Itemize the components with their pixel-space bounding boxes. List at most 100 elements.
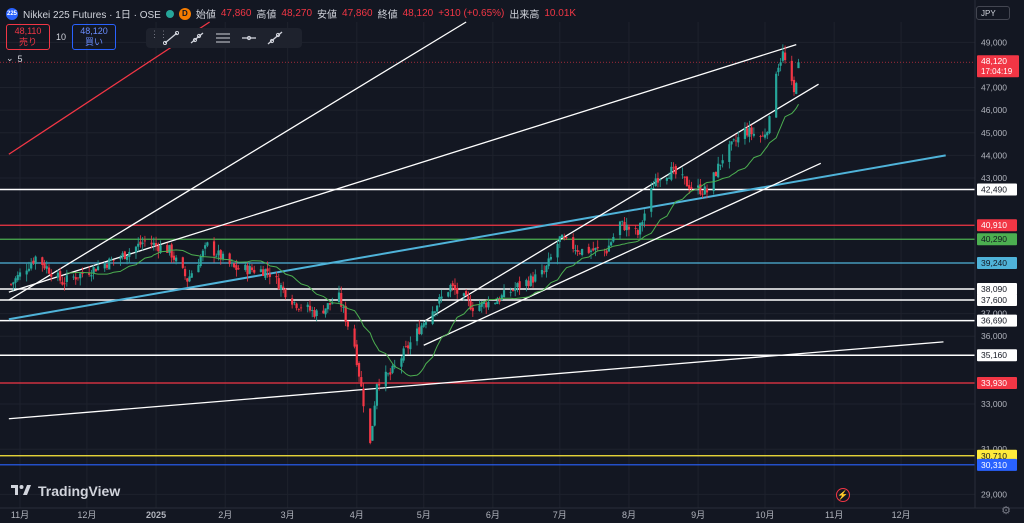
candle-body xyxy=(331,303,334,305)
candle-body xyxy=(752,133,755,136)
candle-body xyxy=(154,243,158,246)
candle-body xyxy=(516,283,519,287)
candle-body xyxy=(440,296,443,299)
candle-body xyxy=(291,298,294,305)
x-tick-label: 2025 xyxy=(146,510,166,520)
horizontal-line-tool-icon[interactable] xyxy=(238,30,260,46)
candle-body xyxy=(45,266,48,269)
price-level-tag xyxy=(977,376,1017,389)
candle-body xyxy=(157,245,160,252)
candle-body xyxy=(748,127,751,137)
indicator-count: 5 xyxy=(17,53,23,64)
trendline xyxy=(8,21,467,301)
candle-body xyxy=(324,308,327,315)
candle-body xyxy=(768,116,771,134)
candle-body xyxy=(487,301,490,308)
candle-body xyxy=(61,281,64,285)
candle-body xyxy=(500,295,503,300)
candle-body xyxy=(43,263,46,269)
candle-body xyxy=(369,408,372,443)
candle-body xyxy=(275,275,278,278)
candle-body xyxy=(175,257,178,262)
price-level-label: 39,240 xyxy=(981,258,1007,268)
candle-body xyxy=(244,264,247,270)
candle-body xyxy=(96,266,100,270)
candle-body xyxy=(18,272,22,277)
price-level-tag xyxy=(977,256,1017,269)
candle-body xyxy=(605,250,608,254)
candle-body xyxy=(386,373,390,375)
currency-selector[interactable]: JPY xyxy=(976,6,1010,20)
candle-body xyxy=(719,164,722,166)
current-price-label: 48,120 xyxy=(981,56,1007,66)
candle-body xyxy=(549,256,552,260)
candle-body xyxy=(199,256,202,267)
candle-body xyxy=(668,177,671,179)
flash-alert-icon[interactable]: ⚡ xyxy=(836,488,850,502)
candle-body xyxy=(308,305,312,311)
candle-body xyxy=(221,253,225,260)
x-tick-label: 5月 xyxy=(417,510,431,520)
candle-body xyxy=(72,276,75,278)
drag-handle-icon[interactable]: ⋮⋮ xyxy=(150,29,168,39)
candle-body xyxy=(478,305,481,311)
candle-body xyxy=(717,163,720,178)
candle-body xyxy=(790,60,793,82)
candle-body xyxy=(181,257,184,268)
candle-body xyxy=(424,322,428,325)
x-tick-label: 10月 xyxy=(756,510,775,520)
candle-body xyxy=(12,282,15,285)
candle-body xyxy=(449,284,452,292)
candle-body xyxy=(212,241,216,256)
candle-body xyxy=(152,242,155,245)
candle-body xyxy=(262,269,265,276)
candle-body xyxy=(389,372,392,375)
candle-body xyxy=(139,241,142,245)
candle-body xyxy=(337,292,341,302)
indicator-toggle[interactable]: ⌄ 5 xyxy=(6,53,23,64)
tradingview-logo[interactable]: TradingView xyxy=(10,483,120,499)
price-level-tag xyxy=(977,458,1017,471)
y-tick-label: 36,000 xyxy=(981,331,1007,341)
candle-body xyxy=(560,234,564,238)
drawing-toolbar: ⋮⋮ xyxy=(146,28,302,48)
candle-body xyxy=(134,246,138,253)
candle-body xyxy=(328,302,332,305)
sell-price: 48,110 xyxy=(14,26,42,36)
buy-button[interactable]: 48,120 買い xyxy=(72,24,117,50)
x-tick-label: 9月 xyxy=(691,510,705,520)
trendline xyxy=(423,162,822,346)
candle-body xyxy=(79,273,82,279)
candle-body xyxy=(728,144,731,162)
ray-tool-icon[interactable] xyxy=(186,30,208,46)
candle-body xyxy=(340,293,343,307)
candle-body xyxy=(384,371,387,387)
settings-gear-icon[interactable]: ⚙ xyxy=(1001,505,1011,517)
candle-body xyxy=(371,425,374,441)
fib-tool-icon[interactable] xyxy=(212,30,234,46)
sell-button[interactable]: 48,110 売り xyxy=(6,24,50,50)
trendline-tool-icon[interactable] xyxy=(160,30,182,46)
candle-body xyxy=(685,176,689,187)
candle-body xyxy=(641,222,644,226)
moving-average-line xyxy=(66,104,799,377)
candle-body xyxy=(233,263,236,268)
candle-body xyxy=(783,52,787,61)
extended-line-tool-icon[interactable] xyxy=(264,30,286,46)
price-level-label: 42,490 xyxy=(981,185,1007,195)
candle-body xyxy=(402,348,405,361)
d-badge[interactable]: D xyxy=(178,7,191,20)
candle-body xyxy=(119,257,122,260)
candle-body xyxy=(763,134,767,138)
candle-body xyxy=(266,268,269,272)
candle-body xyxy=(761,135,764,137)
price-axis[interactable]: 29,000 31,000 33,000 36,000 37,000 43,000 44,0… xyxy=(974,0,1019,508)
trendlines xyxy=(8,21,946,420)
time-axis[interactable]: 11月 12月 2025 2月 3月 4月 5月 6月 7月 8月 9月 10月 11月 12月 xyxy=(0,507,1024,520)
chart-title[interactable]: Nikkei 225 Futures · 1日 · OSE xyxy=(23,10,161,21)
candle-body xyxy=(795,83,798,94)
candle-body xyxy=(235,265,238,270)
y-tick-label: 49,000 xyxy=(981,37,1007,47)
candle-body xyxy=(404,346,407,348)
